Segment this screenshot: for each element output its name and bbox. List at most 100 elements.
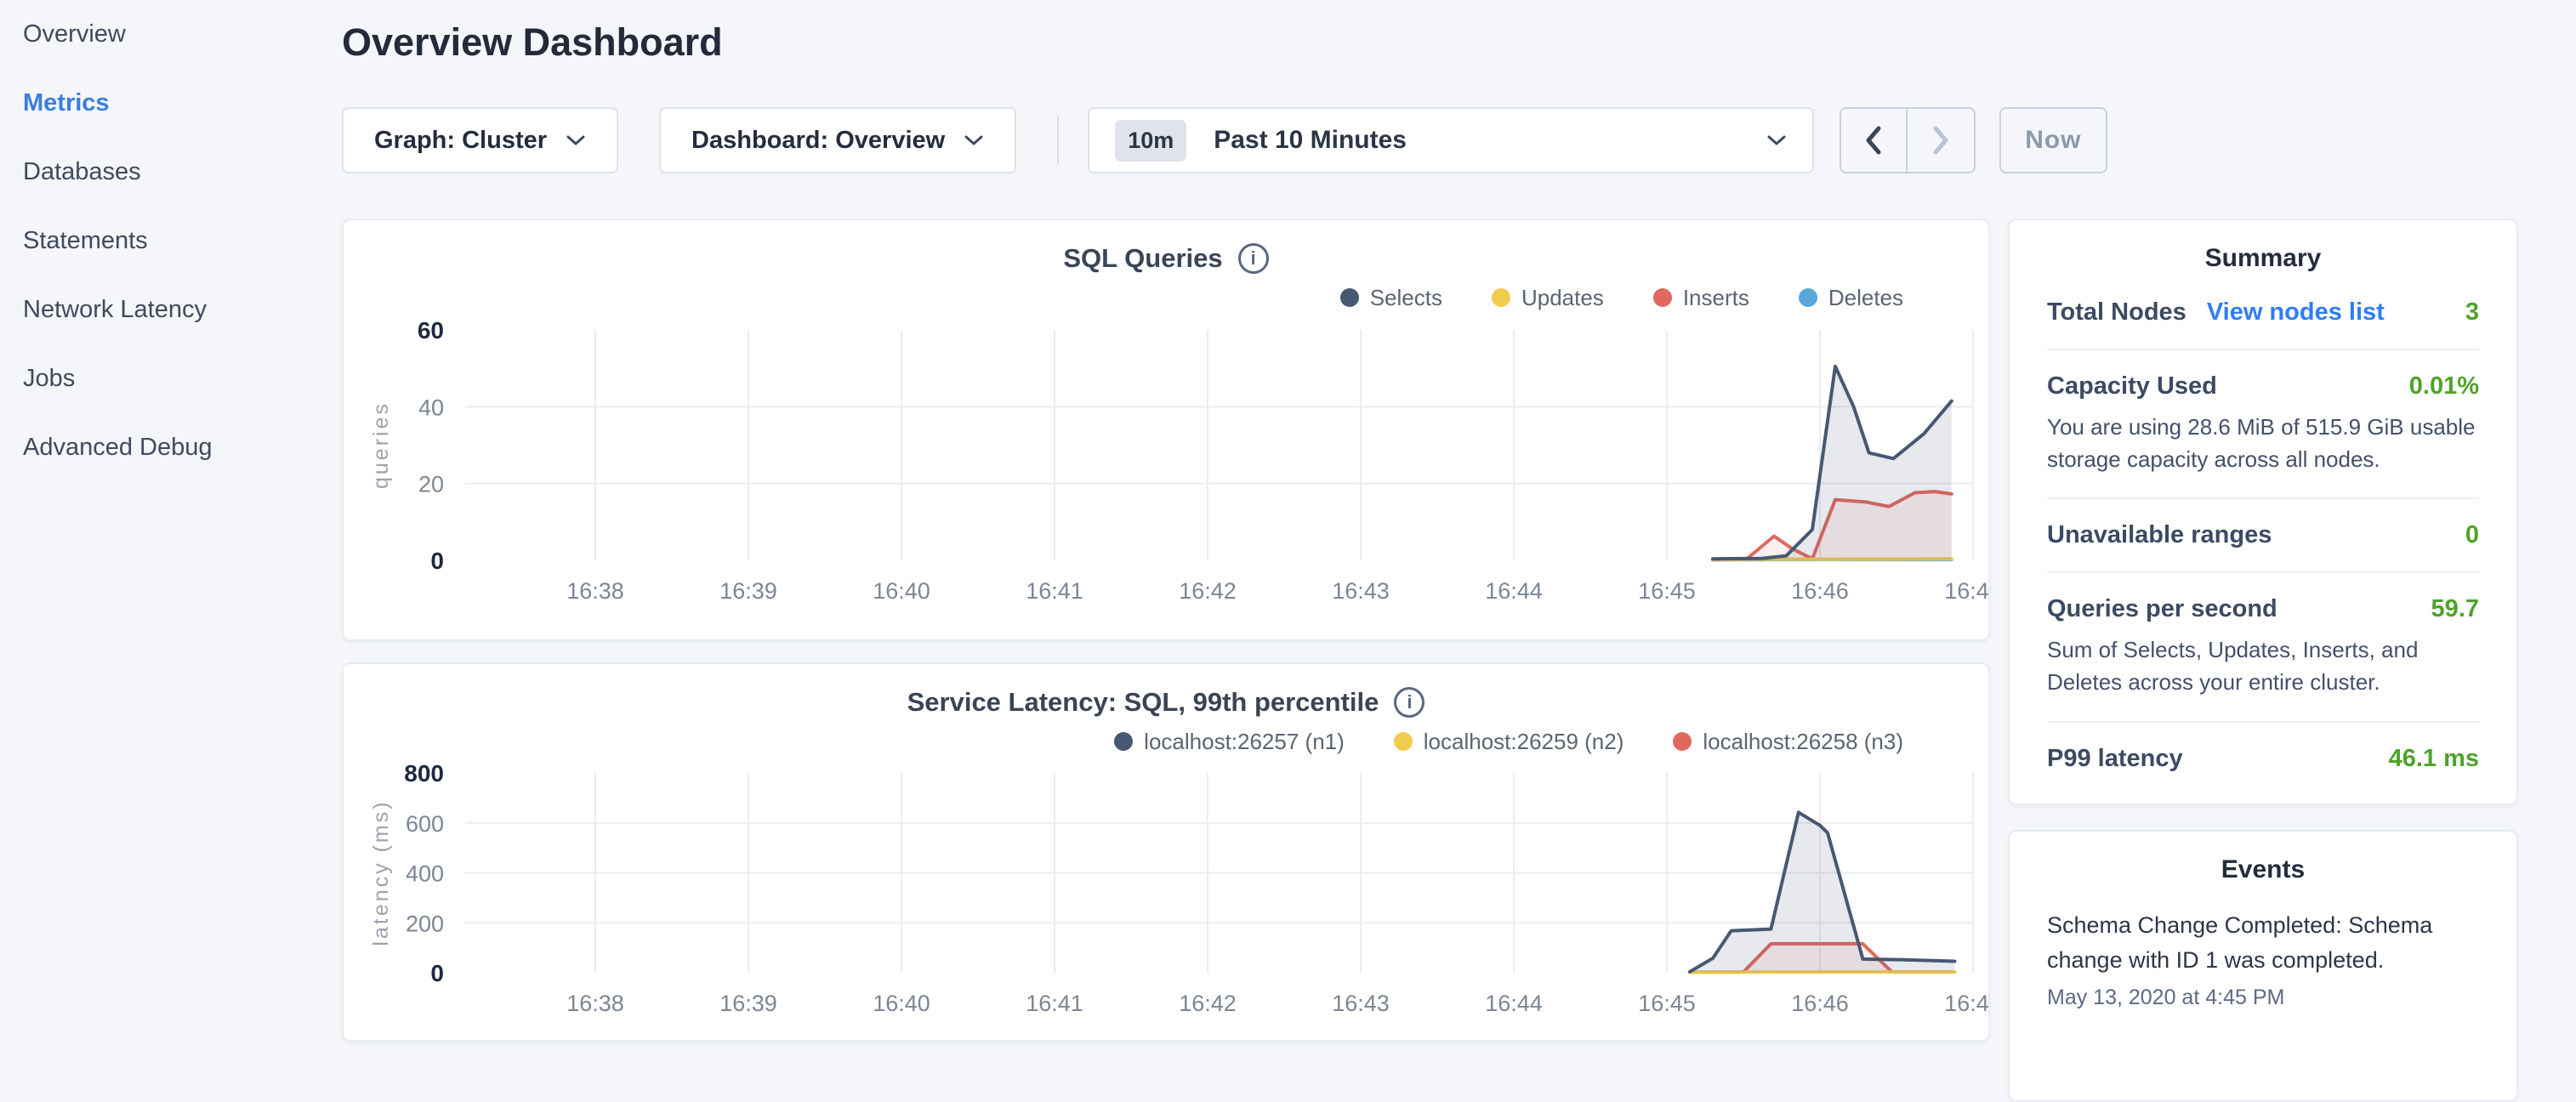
svg-text:16:46: 16:46 [1791, 991, 1849, 1016]
sql-queries-legend: Selects Updates Inserts Deletes [344, 285, 1988, 310]
service-latency-header: Service Latency: SQL, 99th percentile i [344, 686, 1988, 719]
svg-text:16:44: 16:44 [1485, 578, 1543, 604]
svg-text:16:45: 16:45 [1638, 991, 1696, 1016]
svg-text:16:45: 16:45 [1638, 578, 1696, 604]
sidebar-item-databases[interactable]: Databases [23, 138, 342, 207]
time-pager [1840, 107, 1976, 173]
sidebar-item-advanced-debug[interactable]: Advanced Debug [23, 413, 342, 482]
now-button[interactable]: Now [1999, 107, 2107, 173]
view-nodes-list-link[interactable]: View nodes list [2207, 298, 2385, 327]
chevron-left-icon [1862, 124, 1885, 156]
event-timestamp: May 13, 2020 at 4:45 PM [2047, 986, 2479, 1010]
summary-row-capacity-used: Capacity Used 0.01% You are using 28.6 M… [2047, 350, 2479, 499]
legend-dot-icon [1114, 732, 1133, 751]
svg-text:16:46: 16:46 [1791, 578, 1849, 604]
svg-text:400: 400 [406, 861, 444, 887]
info-icon[interactable]: i [1238, 243, 1269, 274]
total-nodes-value: 3 [2465, 298, 2479, 327]
svg-text:16:44: 16:44 [1485, 991, 1543, 1016]
svg-text:16:47: 16:47 [1944, 991, 1988, 1016]
svg-text:16:43: 16:43 [1332, 991, 1390, 1016]
sidebar-item-statements[interactable]: Statements [23, 207, 342, 276]
graph-dropdown[interactable]: Graph: Cluster [342, 107, 618, 173]
time-range-label: Past 10 Minutes [1214, 126, 1407, 155]
legend-item: Updates [1492, 285, 1604, 310]
svg-text:16:42: 16:42 [1179, 578, 1237, 604]
p99-latency-value: 46.1 ms [2389, 745, 2479, 773]
event-item: Schema Change Completed: Schema change w… [2047, 908, 2479, 1010]
queries-per-second-label: Queries per second [2047, 595, 2277, 623]
capacity-used-label: Capacity Used [2047, 372, 2217, 400]
svg-text:16:40: 16:40 [873, 578, 930, 604]
event-message: Schema Change Completed: Schema change w… [2047, 908, 2479, 977]
legend-dot-icon [1340, 288, 1359, 307]
svg-text:20: 20 [418, 472, 444, 497]
events-list: Schema Change Completed: Schema change w… [2010, 888, 2516, 1010]
legend-label: localhost:26259 (n2) [1424, 729, 1624, 755]
legend-item: Deletes [1799, 285, 1903, 310]
svg-text:latency (ms): latency (ms) [369, 799, 393, 946]
dashboard-dropdown[interactable]: Dashboard: Overview [659, 107, 1016, 173]
sidebar-item-network-latency[interactable]: Network Latency [23, 276, 342, 344]
page-title: Overview Dashboard [342, 20, 723, 65]
chevron-down-icon [566, 134, 586, 146]
sql-queries-chart-plot[interactable]: 16:3816:3916:4016:4116:4216:4316:4416:45… [344, 321, 1988, 614]
info-icon[interactable]: i [1394, 687, 1424, 718]
capacity-used-value: 0.01% [2409, 372, 2479, 400]
queries-per-second-description: Sum of Selects, Updates, Inserts, and De… [2047, 634, 2479, 698]
legend-dot-icon [1673, 732, 1692, 751]
graph-dropdown-label: Graph: Cluster [374, 127, 547, 155]
capacity-used-description: You are using 28.6 MiB of 515.9 GiB usab… [2047, 412, 2479, 475]
service-latency-title: Service Latency: SQL, 99th percentile [907, 687, 1379, 718]
p99-latency-label: P99 latency [2047, 745, 2183, 773]
events-panel: Events Schema Change Completed: Schema c… [2008, 830, 2518, 1102]
sidebar-item-overview[interactable]: Overview [23, 0, 342, 69]
service-latency-card: Service Latency: SQL, 99th percentile i … [342, 662, 1990, 1042]
time-range-selector[interactable]: 10m Past 10 Minutes [1088, 107, 1814, 173]
legend-dot-icon [1394, 732, 1413, 751]
prev-time-button[interactable] [1841, 109, 1908, 172]
unavailable-ranges-value: 0 [2465, 521, 2479, 549]
legend-label: Inserts [1683, 285, 1749, 311]
next-time-button[interactable] [1908, 109, 1974, 172]
legend-label: localhost:26258 (n3) [1703, 729, 1903, 755]
legend-label: Deletes [1828, 285, 1903, 311]
svg-text:0: 0 [430, 960, 444, 986]
legend-item: Selects [1340, 285, 1442, 310]
legend-item: Inserts [1653, 285, 1749, 310]
sql-queries-title: SQL Queries [1063, 243, 1222, 274]
summary-body: Total Nodes View nodes list 3 Capacity U… [2010, 276, 2516, 795]
svg-text:16:41: 16:41 [1026, 578, 1083, 604]
queries-per-second-value: 59.7 [2431, 595, 2479, 623]
svg-text:16:40: 16:40 [873, 991, 930, 1016]
summary-title: Summary [2010, 244, 2516, 276]
svg-text:16:38: 16:38 [566, 991, 624, 1016]
sql-queries-card: SQL Queries i Selects Updates Inserts Delet… [342, 219, 1990, 641]
summary-row-queries-per-second: Queries per second 59.7 Sum of Selects, … [2047, 573, 2479, 722]
dashboard-dropdown-label: Dashboard: Overview [691, 127, 945, 155]
svg-text:200: 200 [406, 911, 444, 936]
legend-item: localhost:26257 (n1) [1114, 729, 1345, 754]
svg-text:16:38: 16:38 [566, 578, 624, 604]
legend-label: Updates [1521, 285, 1604, 311]
legend-item: localhost:26259 (n2) [1394, 729, 1624, 754]
svg-text:800: 800 [404, 764, 444, 787]
svg-text:16:39: 16:39 [719, 991, 777, 1016]
controls-divider [1057, 116, 1059, 165]
time-range-badge: 10m [1115, 120, 1186, 162]
controls-bar: Graph: Cluster Dashboard: Overview 10m P… [342, 107, 2107, 173]
svg-text:60: 60 [418, 321, 444, 344]
service-latency-chart-plot[interactable]: 16:3816:3916:4016:4116:4216:4316:4416:45… [344, 764, 1988, 1024]
svg-text:600: 600 [406, 811, 444, 837]
sidebar-item-metrics[interactable]: Metrics [23, 69, 342, 138]
sql-queries-header: SQL Queries i [344, 242, 1988, 275]
chevron-right-icon [1930, 124, 1952, 156]
chevron-down-icon [1766, 134, 1787, 146]
legend-dot-icon [1653, 288, 1672, 307]
svg-text:16:43: 16:43 [1332, 578, 1390, 604]
legend-label: Selects [1370, 285, 1442, 311]
sidebar-item-jobs[interactable]: Jobs [23, 344, 342, 413]
svg-text:queries: queries [369, 401, 393, 489]
svg-text:16:42: 16:42 [1179, 991, 1237, 1016]
svg-text:40: 40 [418, 395, 444, 420]
